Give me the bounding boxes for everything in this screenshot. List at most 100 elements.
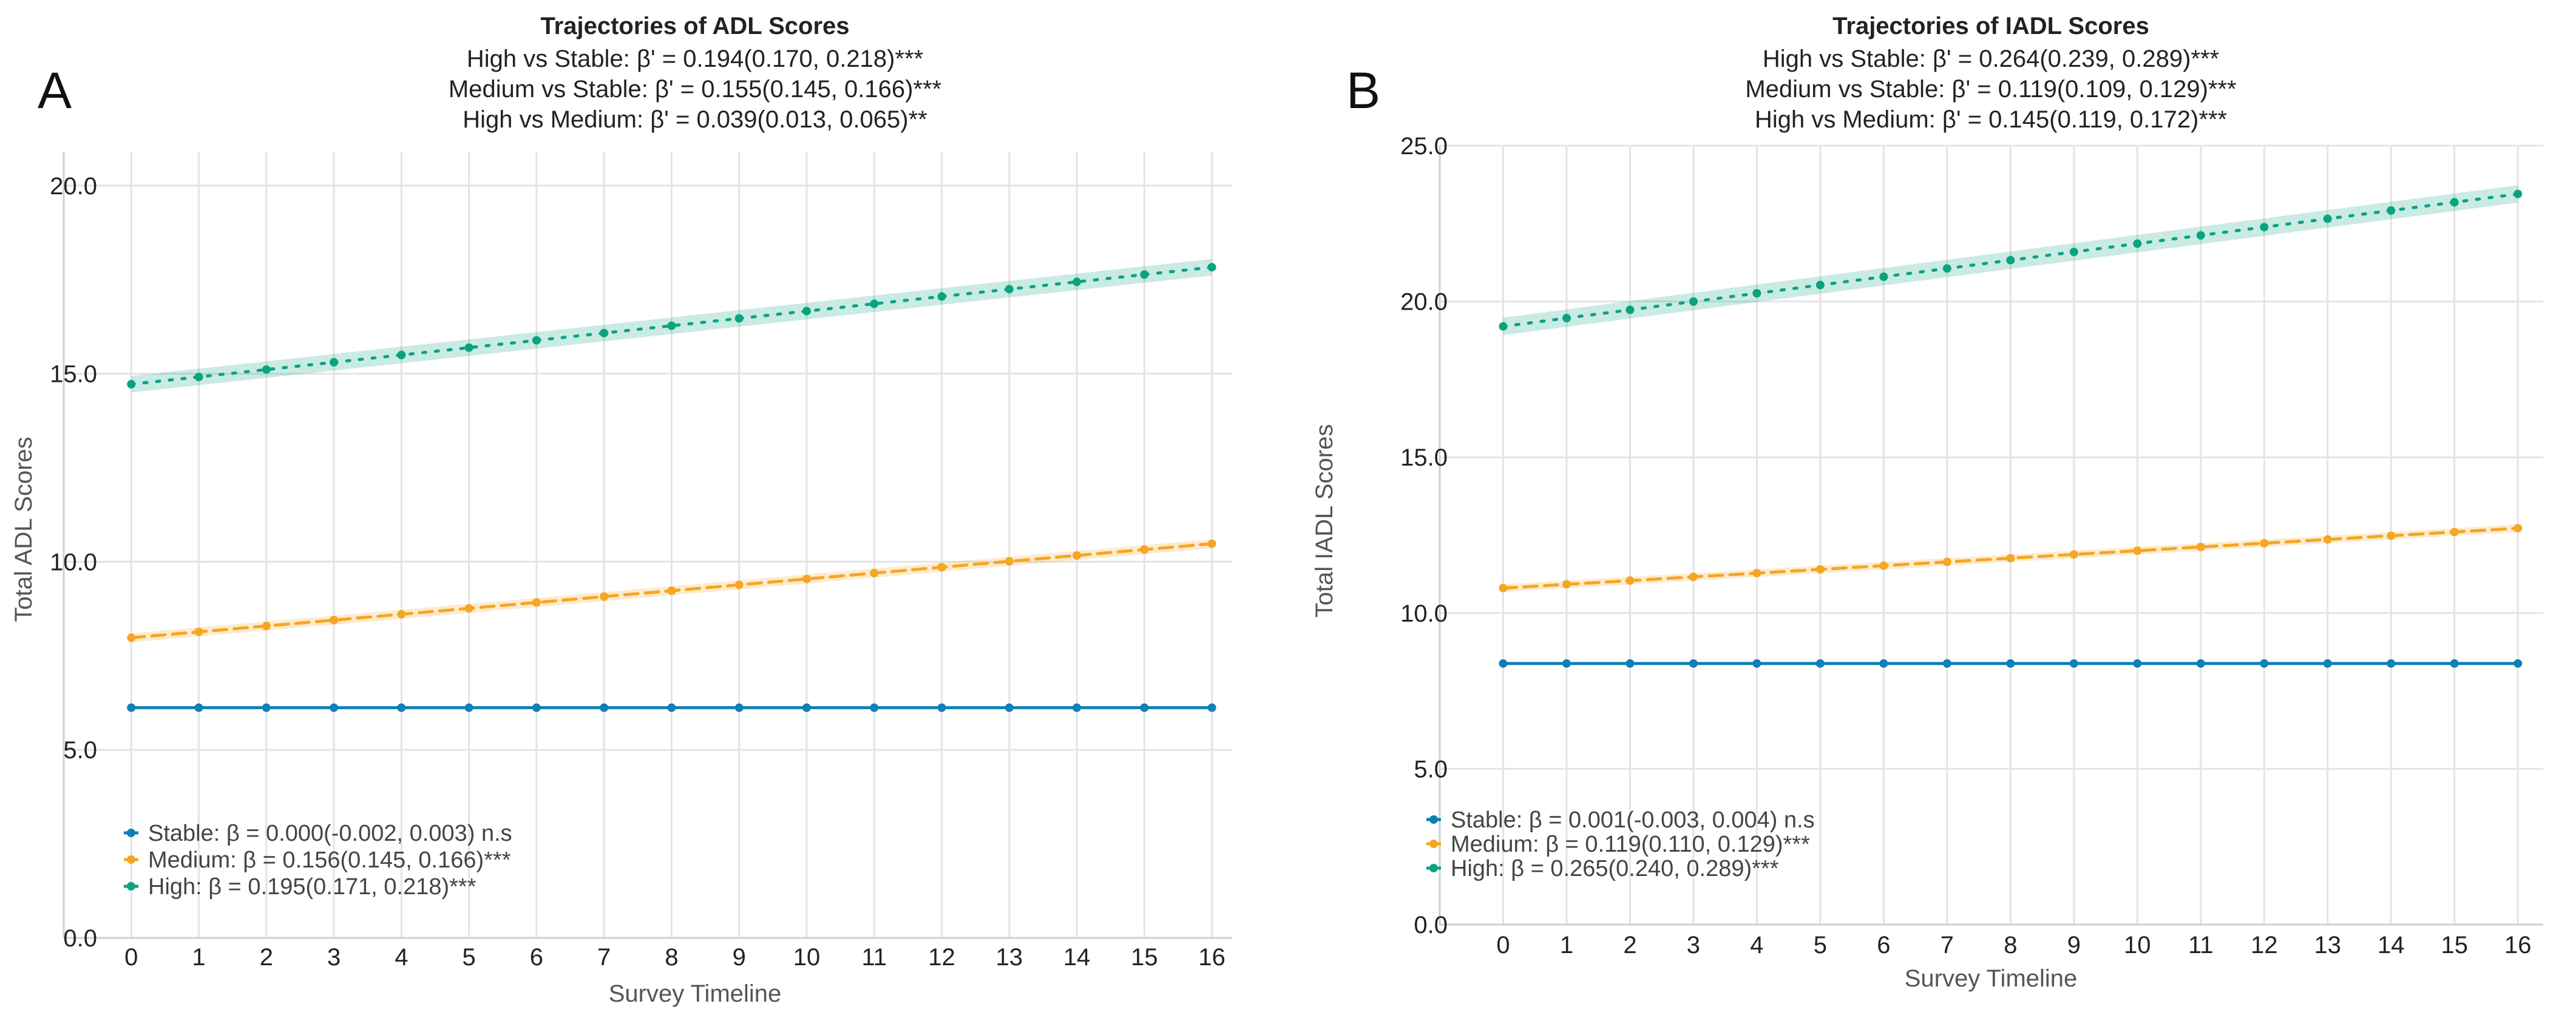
point-stable (2069, 659, 2078, 668)
point-high (802, 307, 811, 316)
point-stable (262, 703, 271, 712)
point-stable (1879, 659, 1888, 668)
point-medium (127, 633, 136, 642)
y-tick-labels: 0.0 5.0 10.0 15.0 20.0 (50, 173, 97, 952)
point-high (1005, 285, 1014, 294)
point-medium (2387, 531, 2396, 540)
subtitle-line-3: High vs Medium: β' = 0.145(0.119, 0.172)… (1755, 106, 2227, 133)
point-stable (1942, 659, 1951, 668)
x-tick-label: 11 (861, 944, 887, 971)
x-tick-label: 0 (1496, 932, 1510, 959)
point-high (1073, 277, 1082, 287)
chart-title-iadl: Trajectories of IADL Scores (1832, 13, 2149, 39)
point-high (1140, 270, 1149, 279)
x-axis-label: Survey Timeline (609, 980, 782, 1007)
point-high (330, 358, 339, 367)
x-tick-label: 10 (793, 944, 821, 971)
point-high (667, 321, 676, 330)
point-medium (1625, 576, 1635, 585)
subtitle-line-3: High vs Medium: β' = 0.039(0.013, 0.065)… (463, 106, 927, 133)
point-stable (1499, 659, 1508, 668)
y-tick-label: 20.0 (50, 173, 97, 200)
point-stable (667, 703, 676, 712)
y-tick-labels: 0.0 5.0 10.0 15.0 20.0 25.0 (1400, 133, 1448, 939)
point-medium (937, 563, 946, 572)
chart-title-adl: Trajectories of ADL Scores (540, 13, 849, 39)
point-stable (937, 703, 946, 712)
y-tick-label: 15.0 (50, 361, 97, 388)
point-high (1625, 305, 1635, 314)
point-medium (330, 616, 339, 625)
point-stable (1207, 703, 1216, 712)
point-stable (532, 703, 541, 712)
series-lines (127, 263, 1216, 712)
legend-marker-high (1429, 864, 1438, 872)
point-medium (1005, 557, 1014, 566)
point-stable (1752, 659, 1761, 668)
point-stable (734, 703, 744, 712)
point-medium (1942, 557, 1951, 566)
point-medium (2323, 535, 2332, 544)
legend-label-medium: Medium: β = 0.156(0.145, 0.166)*** (148, 847, 511, 873)
point-stable (127, 703, 136, 712)
point-stable (464, 703, 473, 712)
x-tick-label: 2 (1623, 932, 1636, 959)
x-tick-label: 3 (1687, 932, 1700, 959)
x-tick-labels: 0 1 2 3 4 5 6 7 8 9 10 11 12 13 14 15 16 (1496, 932, 2531, 959)
x-tick-label: 7 (597, 944, 611, 971)
y-tick-label: 5.0 (1414, 756, 1448, 782)
panel-adl: A Trajectories of ADL Scores High vs Sta… (10, 13, 1232, 1007)
x-tick-label: 14 (2378, 932, 2405, 959)
legend-label-medium: Medium: β = 0.119(0.110, 0.129)*** (1451, 832, 1810, 857)
y-tick-label: 5.0 (63, 737, 97, 764)
point-high (1815, 280, 1825, 290)
subtitle-line-1: High vs Stable: β' = 0.194(0.170, 0.218)… (467, 46, 923, 72)
legend-label-high: High: β = 0.195(0.171, 0.218)*** (148, 874, 476, 900)
point-medium (667, 586, 676, 596)
point-medium (1815, 565, 1825, 574)
x-tick-label: 0 (124, 944, 138, 971)
x-tick-label: 9 (733, 944, 746, 971)
point-high (734, 314, 744, 323)
point-high (870, 299, 879, 308)
x-tick-label: 1 (192, 944, 205, 971)
panel-label-b: B (1346, 62, 1380, 119)
y-axis-label: Total IADL Scores (1311, 424, 1338, 618)
x-tick-label: 16 (2504, 932, 2532, 959)
point-high (1879, 272, 1888, 281)
y-tick-label: 25.0 (1400, 133, 1448, 160)
point-medium (464, 604, 473, 613)
point-high (2387, 206, 2396, 215)
point-high (464, 343, 473, 352)
point-stable (2450, 659, 2459, 668)
legend-label-high: High: β = 0.265(0.240, 0.289)*** (1451, 856, 1779, 881)
x-tick-label: 4 (1750, 932, 1763, 959)
axes (63, 152, 1232, 939)
point-high (1752, 289, 1761, 298)
point-medium (2513, 524, 2523, 533)
x-tick-label: 14 (1063, 944, 1091, 971)
x-tick-label: 8 (665, 944, 678, 971)
panel-iadl: B Trajectories of IADL Scores High vs St… (1311, 13, 2543, 992)
x-tick-label: 5 (463, 944, 476, 971)
point-stable (1073, 703, 1082, 712)
point-stable (600, 703, 609, 712)
point-high (2450, 198, 2459, 207)
point-stable (1562, 659, 1571, 668)
point-stable (2323, 659, 2332, 668)
legend: Stable: β = 0.000(-0.002, 0.003) n.sMedi… (124, 821, 512, 900)
series-line-high (129, 265, 1214, 386)
point-medium (1879, 561, 1888, 570)
point-stable (1005, 703, 1014, 712)
legend: Stable: β = 0.001(-0.003, 0.004) n.sMedi… (1426, 807, 1815, 881)
point-high (397, 350, 406, 359)
point-medium (397, 609, 406, 619)
point-medium (2196, 543, 2205, 552)
point-high (1562, 314, 1571, 323)
point-high (2260, 223, 2269, 232)
point-medium (194, 627, 203, 636)
subtitle-line-1: High vs Stable: β' = 0.264(0.239, 0.289)… (1763, 46, 2219, 72)
y-tick-label: 20.0 (1400, 289, 1448, 316)
point-medium (1140, 545, 1149, 554)
